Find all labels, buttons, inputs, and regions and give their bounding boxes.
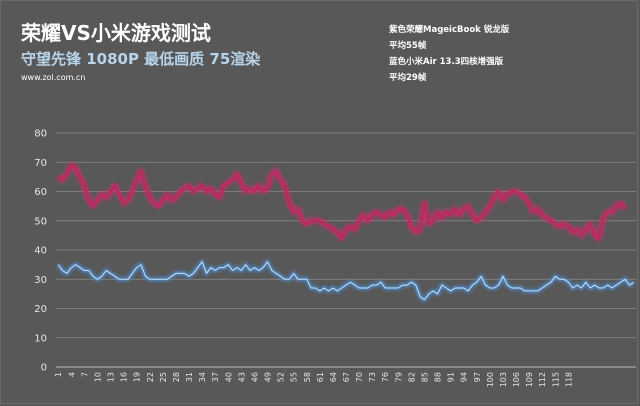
y-tick-label: 80 [34, 129, 47, 140]
x-tick-label: 7 [80, 372, 89, 377]
y-tick-label: 50 [34, 216, 47, 227]
chart-subtitle: 守望先锋 1080P 最低画质 75渲染 [21, 50, 261, 68]
x-tick-label: 4 [67, 372, 76, 377]
x-tick-label: 61 [316, 372, 325, 382]
x-tick-label: 55 [290, 372, 299, 382]
x-tick-label: 97 [473, 372, 482, 382]
source-watermark: www.zol.com.cn [21, 73, 86, 82]
x-tick-label: 94 [460, 372, 469, 382]
x-tick-label: 22 [146, 372, 155, 382]
x-tick-label: 37 [211, 372, 220, 382]
x-tick-label: 103 [499, 372, 508, 387]
x-tick-label: 49 [264, 372, 273, 382]
x-tick-label: 112 [538, 372, 547, 387]
x-tick-label: 109 [525, 372, 534, 387]
xiaomi-series-core [57, 261, 635, 301]
x-tick-label: 31 [185, 372, 194, 382]
x-tick-label: 34 [198, 372, 207, 382]
x-tick-label: 58 [303, 372, 312, 382]
x-tick-label: 67 [342, 372, 351, 382]
x-tick-label: 79 [394, 372, 403, 382]
y-tick-label: 0 [41, 363, 47, 374]
x-tick-label: 76 [381, 372, 390, 382]
x-tick-label: 10 [93, 372, 102, 382]
legend-xiaomi-average: 平均29帧 [389, 73, 427, 83]
x-tick-label: 28 [172, 372, 181, 382]
gridlines [56, 132, 636, 368]
x-tick-label: 52 [277, 372, 286, 382]
chart-title: 荣耀VS小米游戏测试 [21, 21, 211, 45]
x-tick-label: 46 [250, 372, 259, 382]
x-tick-label: 19 [133, 372, 142, 382]
legend-xiaomi-label: 蓝色小米Air 13.3四核增强版 [389, 57, 504, 67]
legend-honor-label: 紫色荣耀MageicBook 锐龙版 [389, 25, 510, 35]
series-lines [56, 162, 636, 303]
x-axis: 1 4 7 10 13 16 19 22 25 28 31 34 37 40 43 46 49 52 55 58 61 6… [54, 372, 573, 387]
x-tick-label: 73 [368, 372, 377, 382]
y-tick-label: 10 [34, 333, 47, 344]
x-tick-label: 85 [420, 372, 429, 382]
x-tick-label: 106 [512, 372, 521, 387]
x-tick-label: 1 [54, 372, 63, 377]
x-tick-label: 43 [237, 372, 246, 382]
x-tick-label: 100 [486, 372, 495, 387]
y-tick-label: 20 [34, 304, 47, 315]
legend-honor-average: 平均55帧 [389, 41, 427, 51]
x-tick-label: 91 [447, 372, 456, 382]
x-tick-label: 64 [329, 372, 338, 382]
xiaomi-series-line [56, 259, 636, 303]
x-tick-label: 70 [355, 372, 364, 382]
x-tick-label: 16 [120, 372, 129, 382]
y-tick-label: 40 [34, 246, 47, 257]
x-tick-label: 25 [159, 372, 168, 382]
x-tick-label: 40 [224, 372, 233, 382]
y-tick-label: 60 [34, 187, 47, 198]
y-tick-label: 30 [34, 275, 47, 286]
x-tick-label: 13 [107, 372, 116, 382]
x-tick-label: 82 [407, 372, 416, 382]
honor-series-core [57, 163, 627, 240]
legend: 紫色荣耀MageicBook 锐龙版 平均55帧 蓝色小米Air 13.3四核增… [389, 22, 509, 86]
y-axis: 0 10 20 30 40 50 60 70 80 [34, 129, 47, 374]
y-tick-label: 70 [34, 158, 47, 169]
x-tick-label: 118 [564, 372, 573, 387]
x-tick-label: 115 [551, 372, 560, 387]
x-tick-label: 88 [434, 372, 443, 382]
